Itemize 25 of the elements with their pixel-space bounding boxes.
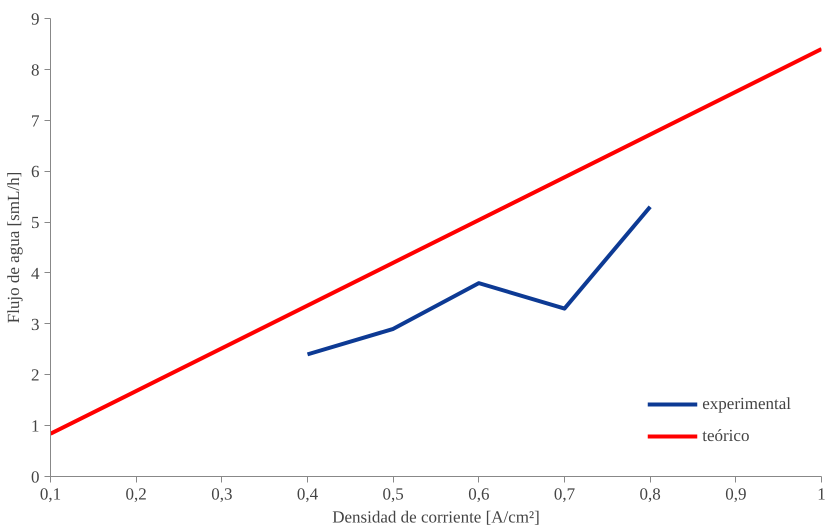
y-axis-title: Flujo de agua [smL/h]	[4, 172, 23, 324]
y-tick-label: 4	[31, 264, 40, 283]
x-tick-label: 0,3	[211, 484, 232, 504]
x-tick-label: 0,6	[468, 484, 490, 504]
y-tick-label: 9	[31, 10, 40, 28]
legend-label: teórico	[702, 426, 750, 446]
y-tick-label: 6	[31, 162, 40, 182]
y-tick-label: 5	[31, 213, 40, 232]
y-tick-label: 8	[31, 60, 40, 80]
legend-label: experimental	[702, 394, 791, 414]
line-series	[306, 204, 652, 356]
x-tick-label: 0,8	[640, 484, 661, 504]
x-tick-label: 0,9	[725, 484, 746, 504]
y-tick-label: 0	[31, 468, 40, 486]
x-tick-label: 0,5	[382, 484, 404, 504]
x-tick-label: 0,7	[554, 484, 576, 504]
y-tick-label: 1	[31, 416, 40, 436]
x-tick-label: 0,1	[40, 484, 62, 504]
x-tick-label: 0,2	[126, 484, 147, 504]
x-axis-title: Densidad de corriente [A/cm²]	[332, 508, 540, 526]
y-tick-label: 2	[31, 366, 40, 385]
y-tick-label: 7	[31, 111, 40, 130]
x-tick-label: 1	[817, 484, 826, 504]
x-tick-label: 0,4	[296, 484, 319, 504]
y-tick-label: 3	[31, 314, 40, 334]
